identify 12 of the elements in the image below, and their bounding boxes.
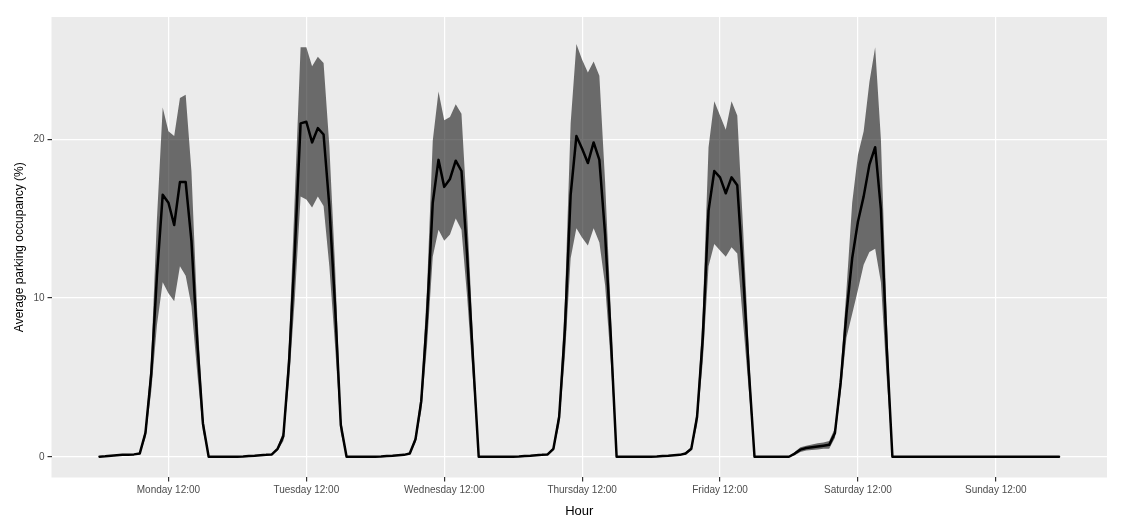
x-tick-label: Saturday 12:00 bbox=[824, 484, 893, 496]
y-tick-label: 10 bbox=[33, 291, 45, 303]
x-tick-label: Monday 12:00 bbox=[136, 484, 201, 496]
x-tick-label: Wednesday 12:00 bbox=[404, 484, 485, 496]
x-tick-label: Friday 12:00 bbox=[692, 484, 749, 496]
x-tick-label: Sunday 12:00 bbox=[964, 484, 1028, 496]
x-axis-title: Hour bbox=[565, 502, 595, 518]
y-tick-label: 0 bbox=[38, 450, 45, 462]
y-axis-title: Average parking occupancy (%) bbox=[11, 162, 26, 333]
y-tick-label: 20 bbox=[33, 132, 45, 144]
x-tick-label: Tuesday 12:00 bbox=[273, 484, 340, 496]
x-tick-label: Thursday 12:00 bbox=[547, 484, 618, 496]
